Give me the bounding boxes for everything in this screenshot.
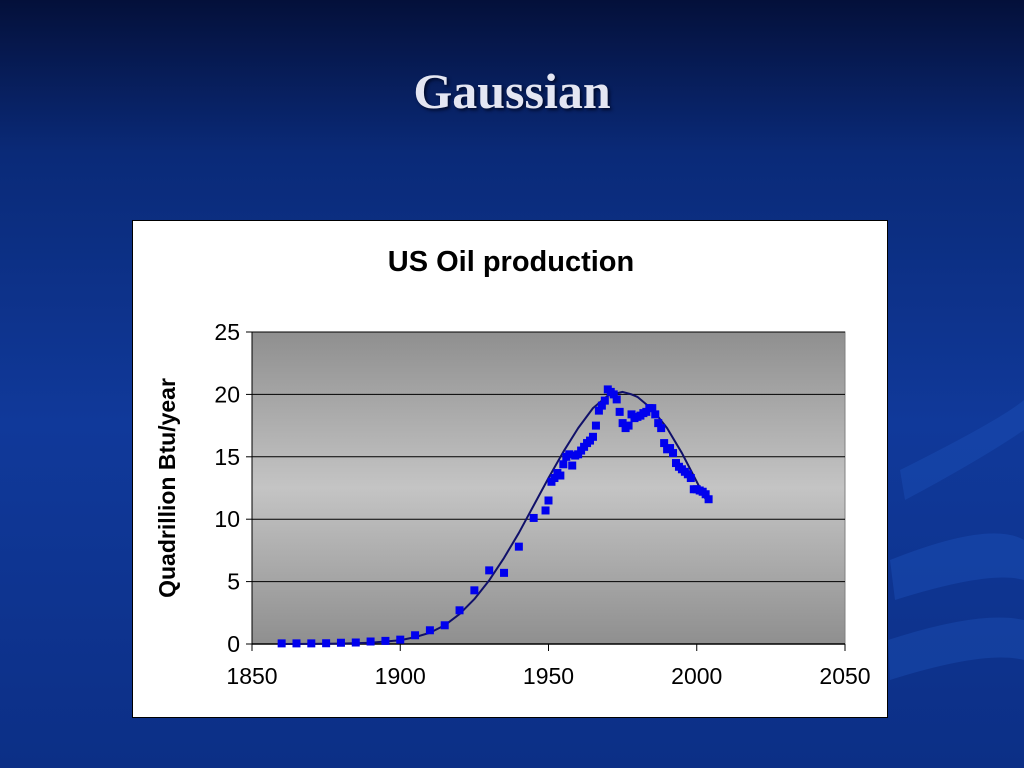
data-point bbox=[336, 638, 345, 647]
x-tick-label: 2050 bbox=[819, 663, 870, 689]
data-point bbox=[514, 542, 523, 551]
data-point bbox=[307, 639, 316, 648]
slide-title: Gaussian bbox=[413, 63, 611, 119]
data-point bbox=[470, 586, 479, 595]
data-point bbox=[686, 474, 695, 483]
x-tick-label: 1900 bbox=[375, 663, 426, 689]
data-point bbox=[292, 639, 301, 648]
data-point bbox=[366, 637, 375, 646]
data-point bbox=[322, 639, 331, 648]
y-tick-label: 25 bbox=[214, 319, 240, 345]
y-tick-label: 10 bbox=[214, 506, 240, 532]
data-point bbox=[396, 635, 405, 644]
data-point bbox=[666, 444, 675, 453]
data-point bbox=[597, 401, 606, 410]
data-point bbox=[615, 407, 624, 416]
y-tick-label: 0 bbox=[227, 631, 240, 657]
data-point bbox=[411, 631, 420, 640]
data-point bbox=[556, 471, 565, 480]
data-point bbox=[701, 490, 710, 499]
data-point bbox=[500, 568, 509, 577]
data-point bbox=[624, 421, 633, 430]
chart-title: US Oil production bbox=[388, 246, 635, 278]
data-point bbox=[612, 395, 621, 404]
y-tick-label: 5 bbox=[227, 569, 240, 595]
data-point bbox=[651, 410, 660, 419]
data-point bbox=[541, 506, 550, 515]
data-point bbox=[568, 461, 577, 470]
oil-production-chart: US Oil production Quadrillion Btu/year 0… bbox=[154, 246, 871, 689]
data-point bbox=[544, 496, 553, 505]
data-point bbox=[277, 639, 286, 648]
y-tick-label: 20 bbox=[214, 381, 240, 407]
data-point bbox=[455, 606, 464, 615]
data-point bbox=[381, 636, 390, 645]
x-tick-label: 1850 bbox=[226, 663, 277, 689]
data-point bbox=[594, 406, 603, 415]
data-point bbox=[529, 513, 538, 522]
data-point bbox=[660, 439, 669, 448]
data-point bbox=[609, 390, 618, 399]
data-point bbox=[440, 621, 449, 630]
data-point bbox=[550, 474, 559, 483]
data-point bbox=[704, 495, 713, 504]
y-axis-label: Quadrillion Btu/year bbox=[154, 378, 180, 598]
x-tick-label: 2000 bbox=[671, 663, 722, 689]
y-tick-label: 15 bbox=[214, 444, 240, 470]
gridlines bbox=[252, 331, 845, 583]
data-point bbox=[559, 460, 568, 469]
axes: 0 5 10 15 20 25 1850 1900 1950 2000 2050 bbox=[214, 319, 870, 689]
data-points-layer bbox=[277, 385, 713, 648]
data-point bbox=[600, 396, 609, 405]
x-tick-label: 1950 bbox=[523, 663, 574, 689]
data-point bbox=[618, 419, 627, 428]
data-point bbox=[669, 449, 678, 458]
data-point bbox=[351, 638, 360, 647]
data-point bbox=[485, 566, 494, 575]
chart-container: US Oil production Quadrillion Btu/year 0… bbox=[132, 220, 888, 718]
data-point bbox=[425, 626, 434, 635]
data-point bbox=[588, 432, 597, 441]
data-point bbox=[654, 419, 663, 428]
data-point bbox=[657, 424, 666, 433]
data-point bbox=[565, 450, 574, 459]
data-point bbox=[648, 404, 657, 413]
data-point bbox=[591, 421, 600, 430]
plot-area bbox=[251, 331, 846, 645]
